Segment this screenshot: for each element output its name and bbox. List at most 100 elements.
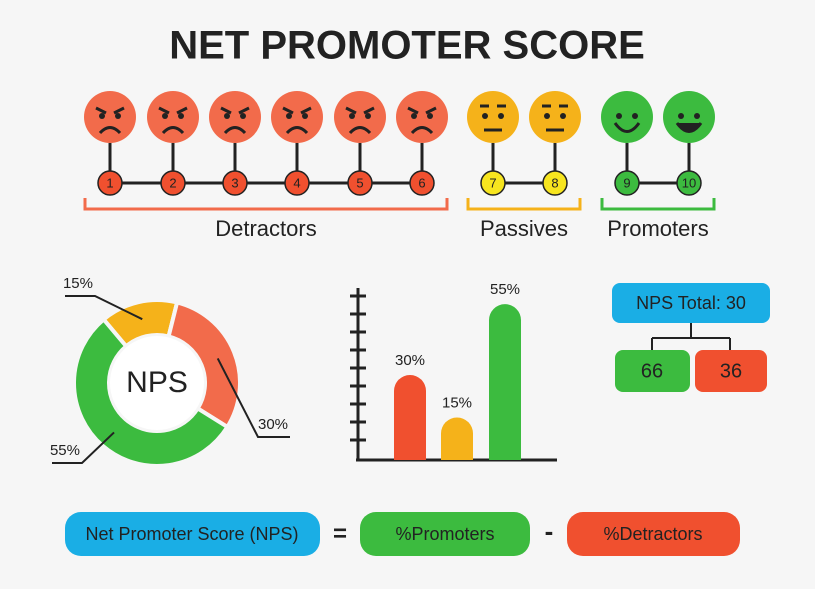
face-mouth: [223, 126, 247, 135]
face-brow: [345, 106, 375, 115]
score-dot: [542, 170, 568, 196]
score-dot: [160, 170, 186, 196]
score-label: 6: [418, 175, 425, 190]
face: [271, 91, 323, 143]
score-label: 4: [293, 175, 300, 190]
face-eye: [482, 113, 488, 119]
face-brow: [158, 106, 188, 115]
title: NET PROMOTER SCORE: [169, 24, 645, 68]
face-mouth: [542, 104, 568, 132]
face-eye: [349, 113, 355, 119]
face-eye: [678, 113, 684, 119]
formula-operator: =: [333, 520, 347, 547]
promoters-box: [615, 350, 690, 392]
face-eye: [365, 113, 371, 119]
donut-hole: [110, 336, 204, 430]
face: [601, 91, 653, 143]
face-mouth: [348, 126, 372, 135]
face: [396, 91, 448, 143]
score-dot: [614, 170, 640, 196]
face: [529, 91, 581, 143]
label-leader: [65, 295, 143, 321]
face: [84, 91, 136, 143]
detractors-value: 36: [720, 360, 742, 382]
group-label: Promoters: [607, 216, 708, 241]
face: [467, 91, 519, 143]
group-label: Detractors: [215, 216, 316, 241]
value-label: 15%: [63, 275, 93, 292]
bar: [489, 304, 521, 460]
face-mouth: [161, 126, 185, 135]
face-mouth: [285, 126, 309, 135]
face-eye: [224, 113, 230, 119]
score-label: 7: [489, 175, 496, 190]
face: [663, 91, 715, 143]
value-label: 55%: [490, 281, 520, 298]
face-eye: [427, 113, 433, 119]
value-label: 15%: [442, 394, 472, 411]
donut-segment: [166, 300, 242, 430]
face-eye: [411, 113, 417, 119]
face-brow: [407, 106, 437, 115]
score-label: 9: [623, 175, 630, 190]
face: [334, 91, 386, 143]
score-dot: [284, 170, 310, 196]
score-dot: [480, 170, 506, 196]
face-eye: [286, 113, 292, 119]
value-label: 30%: [395, 352, 425, 369]
center-label: NPS: [126, 366, 188, 399]
value-label: 30%: [258, 416, 288, 433]
label-leader: [216, 358, 290, 438]
group-bracket: [83, 198, 449, 211]
face: [209, 91, 261, 143]
label-leader: [52, 431, 115, 464]
face-eye: [560, 113, 566, 119]
score-label: 10: [682, 175, 696, 190]
detractors-box: [695, 350, 767, 392]
face-mouth: [613, 122, 641, 133]
bar: [394, 375, 426, 460]
score-label: 2: [169, 175, 176, 190]
score-dot: [347, 170, 373, 196]
face-mouth: [410, 126, 434, 135]
score-label: 5: [356, 175, 363, 190]
face-eye: [240, 113, 246, 119]
face-brow: [282, 106, 312, 115]
face-eye: [498, 113, 504, 119]
face-mouth: [98, 126, 122, 135]
face-mouth: [675, 122, 703, 133]
score-dot: [676, 170, 702, 196]
group-bracket: [466, 198, 582, 211]
face-eye: [302, 113, 308, 119]
face-eye: [616, 113, 622, 119]
tree-lines: [651, 323, 731, 350]
promoters-value: 66: [641, 360, 663, 382]
formula-text: %Promoters: [395, 524, 494, 544]
score-label: 8: [551, 175, 558, 190]
face-eye: [115, 113, 121, 119]
formula-nps: [65, 512, 320, 556]
score-dot: [97, 170, 123, 196]
score-dot: [409, 170, 435, 196]
group-bracket: [600, 198, 716, 211]
face-eye: [99, 113, 105, 119]
donut-segment: [72, 316, 231, 468]
face-eye: [694, 113, 700, 119]
formula-operator: -: [545, 516, 554, 546]
formula-detractors: [567, 512, 740, 556]
face-mouth: [480, 104, 506, 132]
score-label: 3: [231, 175, 238, 190]
axis-decoration: [350, 294, 366, 442]
bar: [441, 417, 473, 460]
formula-promoters: [360, 512, 530, 556]
face-eye: [632, 113, 638, 119]
face-eye: [162, 113, 168, 119]
nps-total: NPS Total: 30: [636, 293, 746, 313]
score-dot: [222, 170, 248, 196]
group-label: Passives: [480, 216, 568, 241]
face-brow: [220, 106, 250, 115]
face-eye: [178, 113, 184, 119]
score-label: 1: [106, 175, 113, 190]
face-eye: [544, 113, 550, 119]
